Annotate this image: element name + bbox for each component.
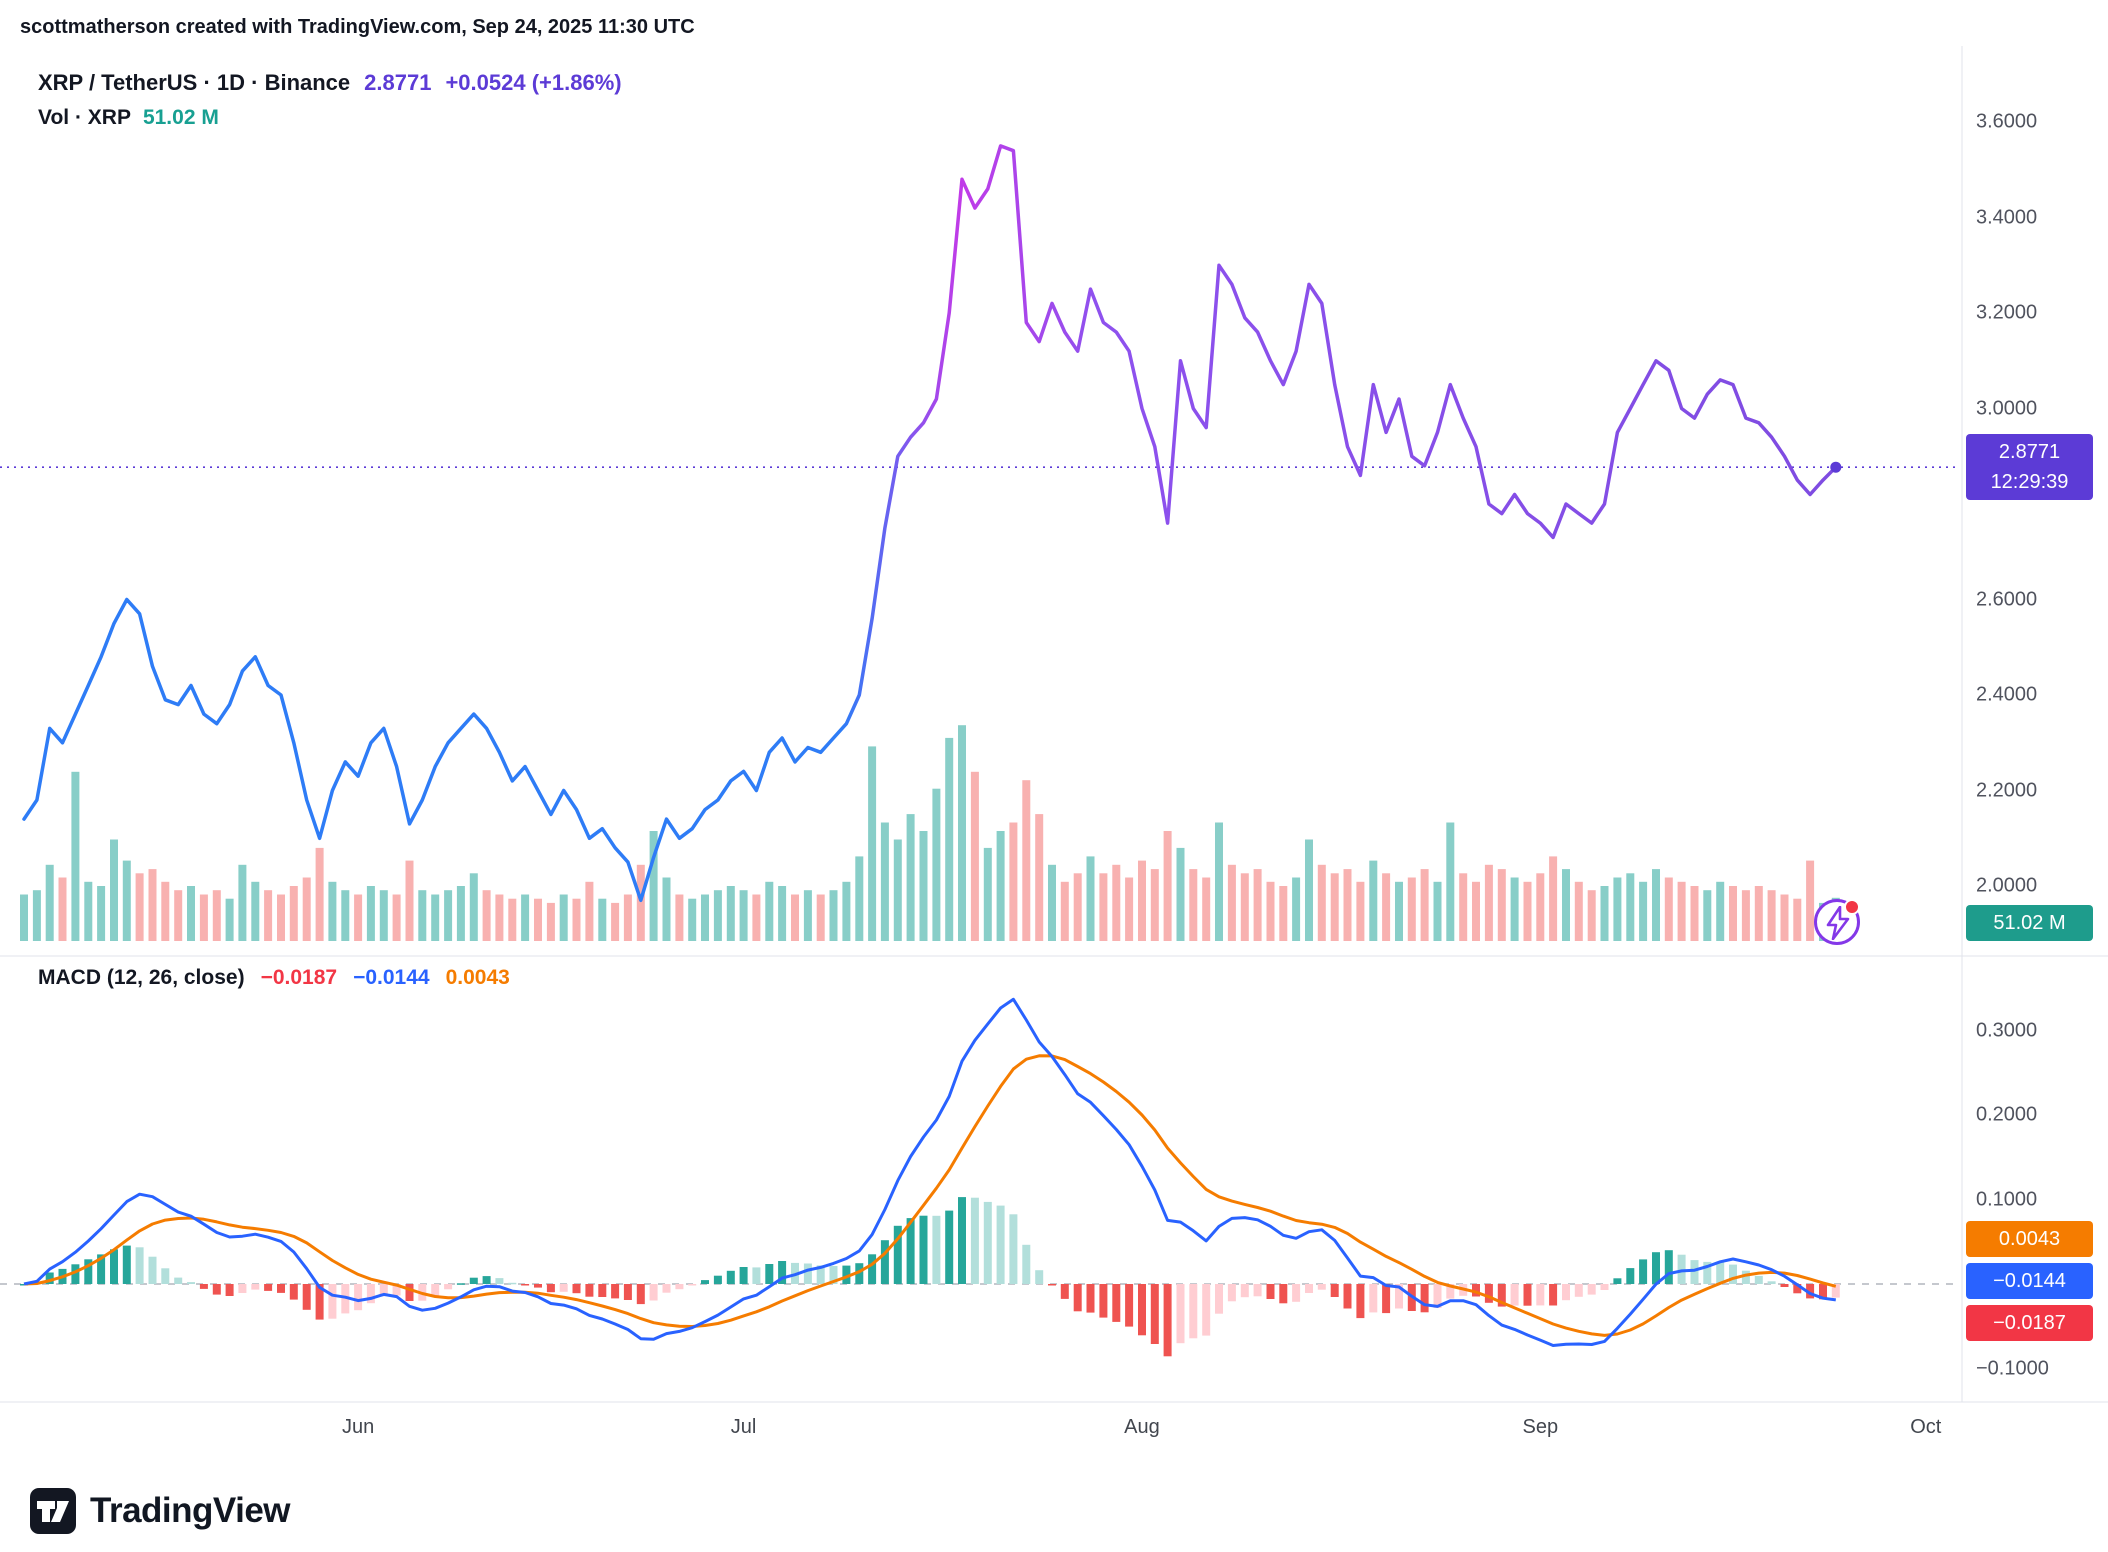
header-vol-value: 51.02 M: [142, 106, 219, 129]
price-badge: 2.8771 12:29:39: [1966, 434, 2093, 501]
symbol-title[interactable]: XRP / TetherUS · 1D · Binance: [38, 70, 351, 95]
price-badge-countdown: 12:29:39: [1990, 471, 2069, 494]
volume-label[interactable]: Vol · XRP: [38, 106, 131, 129]
macd-badge-hist: −0.0187: [1966, 1305, 2093, 1341]
right-price-scale[interactable]: 3.6000 3.4000 3.2000 3.0000 2.6000 2.4000 2.20…: [1962, 46, 2108, 1402]
logo-text: TradingView: [90, 1491, 291, 1530]
lightning-icon: [1826, 906, 1850, 940]
macd-value-macd: −0.0144: [353, 966, 430, 989]
macd-badge-macd: −0.0144: [1966, 1263, 2093, 1299]
macd-tick-label: 0.2000: [1976, 1103, 2038, 1126]
notification-dot-icon: [1844, 899, 1860, 915]
price-tick-label: 2.2000: [1976, 779, 2038, 801]
price-tick-label: 3.4000: [1976, 206, 2038, 228]
month-label: Sep: [1522, 1416, 1559, 1438]
month-label: Jun: [341, 1416, 375, 1438]
macd-tick-label: −0.1000: [1976, 1357, 2049, 1379]
month-label: Aug: [1124, 1416, 1160, 1438]
price-tick-label: 3.6000: [1976, 110, 2038, 133]
price-tick-label: 2.0000: [1976, 874, 2038, 897]
price-tick-label: 2.6000: [1976, 588, 2038, 610]
attribution-text: scottmatherson created with TradingView.…: [20, 16, 695, 38]
month-label: Oct: [1910, 1416, 1942, 1438]
price-tick-label: 3.0000: [1976, 397, 2038, 419]
macd-tick-label: 0.1000: [1976, 1188, 2038, 1210]
header-change: +0.0524 (+1.86%): [445, 70, 622, 95]
time-scale[interactable]: Jun Jul Aug Sep Oct: [0, 1402, 2108, 1462]
price-tick-label: 2.4000: [1976, 683, 2038, 706]
macd-value-hist: −0.0187: [260, 966, 338, 989]
header-price: 2.8771: [364, 70, 432, 95]
macd-value-signal: 0.0043: [445, 966, 510, 989]
symbol-legend: XRP / TetherUS · 1D · Binance 2.8771 +0.05…: [38, 70, 636, 96]
macd-tick-label: 0.3000: [1976, 1019, 2038, 1041]
logo-mark-icon: [30, 1488, 76, 1534]
macd-legend: MACD (12, 26, close) −0.0187 −0.0144 0.0043: [38, 966, 526, 990]
price-tick-label: 3.2000: [1976, 301, 2038, 324]
flash-button[interactable]: [1814, 899, 1860, 945]
month-label: Jul: [730, 1416, 757, 1438]
macd-badge-signal: 0.0043: [1966, 1221, 2093, 1257]
macd-label[interactable]: MACD (12, 26, close): [38, 966, 245, 989]
volume-legend: Vol · XRP 51.02 M: [38, 106, 231, 130]
volume-badge: 51.02 M: [1966, 905, 2093, 941]
price-badge-value: 2.8771: [1998, 441, 2061, 464]
tradingview-logo[interactable]: TradingView: [30, 1488, 291, 1534]
